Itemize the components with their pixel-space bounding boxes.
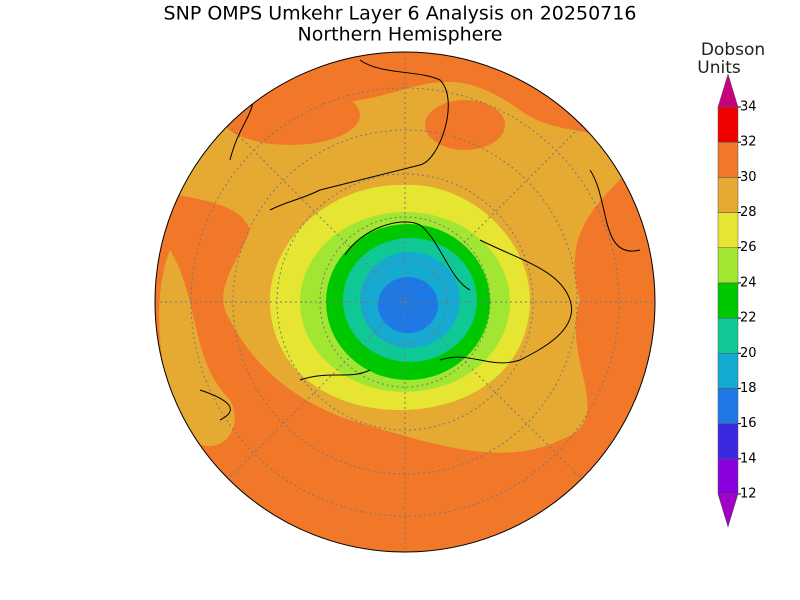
subtitle: Northern Hemisphere <box>298 24 503 46</box>
band-30-32 <box>425 100 505 150</box>
colorbar-segment <box>717 247 739 284</box>
colorbar-label: Dobson <box>701 40 765 60</box>
colorbar-tick-label: 20 <box>740 346 757 361</box>
colorbar-over-arrow <box>717 73 739 108</box>
band-28-30 <box>159 250 235 447</box>
colorbar-tick-label: 34 <box>740 100 757 115</box>
colorbar-tick-label: 26 <box>740 240 757 255</box>
colorbar-tick-label: 16 <box>740 416 757 431</box>
colorbar: Dobson Units <box>697 40 765 78</box>
map-border <box>154 51 656 553</box>
colorbar-segment <box>717 317 739 354</box>
colorbar-tick-label: 14 <box>740 451 757 466</box>
colorbar-segment <box>717 423 739 460</box>
colorbar-segment <box>717 177 739 213</box>
band-30-32 <box>220 85 360 145</box>
colorbar-tick-label: 18 <box>740 381 757 396</box>
colorbar-segment <box>717 353 739 389</box>
colorbar-tick-label: 32 <box>740 135 757 150</box>
colorbar-label: Units <box>697 58 741 78</box>
colorbar-segment <box>717 388 739 424</box>
colorbar-segment <box>717 282 739 319</box>
colorbar-tick-label: 30 <box>740 170 757 185</box>
colorbar-tick-label: 12 <box>740 487 757 502</box>
graticule <box>155 52 655 552</box>
band-16-18 <box>378 277 438 333</box>
colorbar-under-arrow <box>717 493 739 528</box>
colorbar-segment <box>717 212 739 248</box>
colorbar-tick-label: 24 <box>740 275 757 290</box>
coastline <box>199 59 641 421</box>
colorbar-segment <box>717 458 739 495</box>
title: SNP OMPS Umkehr Layer 6 Analysis on 2025… <box>164 3 637 25</box>
colorbar-segment <box>717 141 739 178</box>
colorbar-segment <box>717 106 739 143</box>
graticule <box>190 87 620 517</box>
colorbar-tick-label: 28 <box>740 205 757 220</box>
polar-map <box>154 51 656 553</box>
colorbar-tick-label: 22 <box>740 311 757 326</box>
